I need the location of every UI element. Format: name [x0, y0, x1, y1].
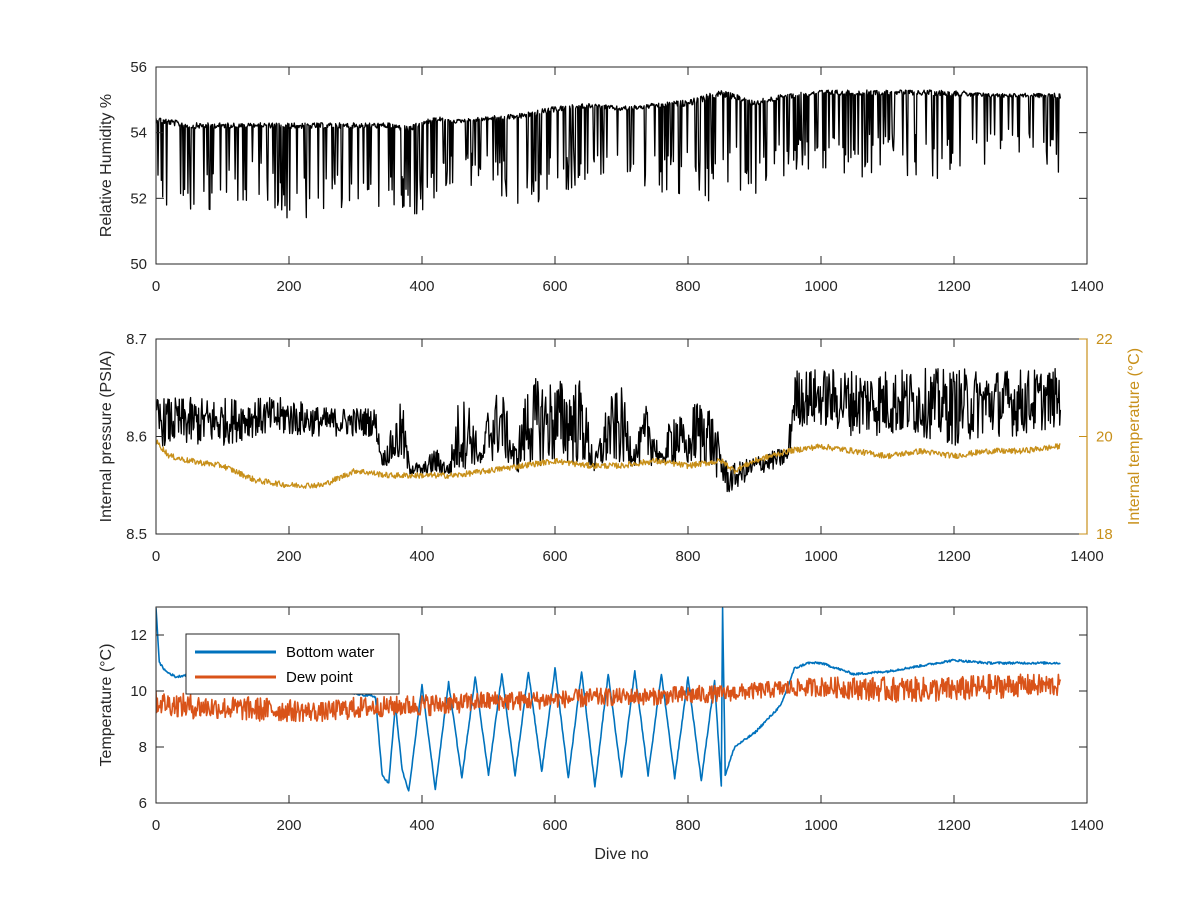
x-tick-label: 1400 [1070, 548, 1103, 565]
x-tick-label: 400 [409, 548, 434, 565]
x-tick-label: 400 [409, 817, 434, 834]
legend: Bottom water Dew point [185, 633, 400, 695]
y-axis-label: Temperature (°C) [98, 644, 115, 767]
x-tick-label: 200 [276, 548, 301, 565]
x-tick-label: 0 [152, 817, 160, 834]
x-tick-label: 1000 [804, 548, 837, 565]
legend-label: Dew point [286, 669, 354, 686]
y-tick-label: 6 [139, 795, 147, 812]
x-tick-label: 600 [542, 817, 567, 834]
x-tick-label: 600 [542, 278, 567, 295]
x-tick-label: 800 [675, 548, 700, 565]
plot-content [156, 367, 1062, 493]
y-tick-label: 10 [130, 683, 147, 700]
x-tick-label: 1200 [937, 548, 970, 565]
plot-area [156, 339, 1087, 534]
dew-point-line [156, 673, 1062, 723]
x-axis-label: Dive no [594, 846, 648, 863]
y-tick-label: 56 [130, 59, 147, 76]
x-tick-label: 1000 [804, 817, 837, 834]
x-tick-label: 1000 [804, 278, 837, 295]
y-axis-label: Internal pressure (PSIA) [98, 351, 115, 523]
internal-temperature-line [156, 439, 1061, 489]
y-tick-label: 52 [130, 190, 147, 207]
x-tick-label: 400 [409, 278, 434, 295]
x-tick-label: 1200 [937, 817, 970, 834]
legend-box [185, 633, 400, 695]
x-tick-label: 0 [152, 278, 160, 295]
x-tick-label: 800 [675, 817, 700, 834]
y2-axis-label: Internal temperature (°C) [1126, 348, 1143, 525]
axes-frame [155, 606, 1088, 804]
plot-content [156, 89, 1062, 219]
y-axis-label: Relative Humidity % [98, 94, 115, 237]
y2-tick-label: 18 [1096, 526, 1113, 543]
y-tick-label: 8.7 [126, 331, 147, 348]
x-tick-label: 0 [152, 548, 160, 565]
internal-pressure-line [156, 367, 1062, 493]
x-tick-label: 800 [675, 278, 700, 295]
y-tick-label: 50 [130, 256, 147, 273]
x-tick-label: 200 [276, 817, 301, 834]
x-tick-label: 1400 [1070, 817, 1103, 834]
legend-label: Bottom water [286, 644, 374, 661]
x-tick-label: 200 [276, 278, 301, 295]
y-tick-label: 12 [130, 627, 147, 644]
y-tick-label: 8.6 [126, 429, 147, 446]
y-tick-label: 8 [139, 739, 147, 756]
y-tick-label: 8.5 [126, 526, 147, 543]
humidity-panel: 0 200 400 600 800 1000 1200 1400 50 52 54 56 Relativ… [98, 59, 1104, 295]
axes-frame [155, 66, 1088, 265]
humidity-line [156, 89, 1062, 219]
y2-tick-label: 20 [1096, 429, 1113, 446]
y-tick-label: 54 [130, 125, 147, 142]
water-temperature-panel: 0 200 400 600 800 1000 1200 1400 6 8 10 12 Temperatu… [98, 606, 1104, 863]
x-tick-label: 1200 [937, 278, 970, 295]
pressure-temperature-panel: 0 200 400 600 800 1000 1200 1400 8.5 8.6 8.7 Intern… [98, 331, 1143, 565]
y2-tick-label: 22 [1096, 331, 1113, 348]
x-tick-label: 1400 [1070, 278, 1103, 295]
x-tick-label: 600 [542, 548, 567, 565]
